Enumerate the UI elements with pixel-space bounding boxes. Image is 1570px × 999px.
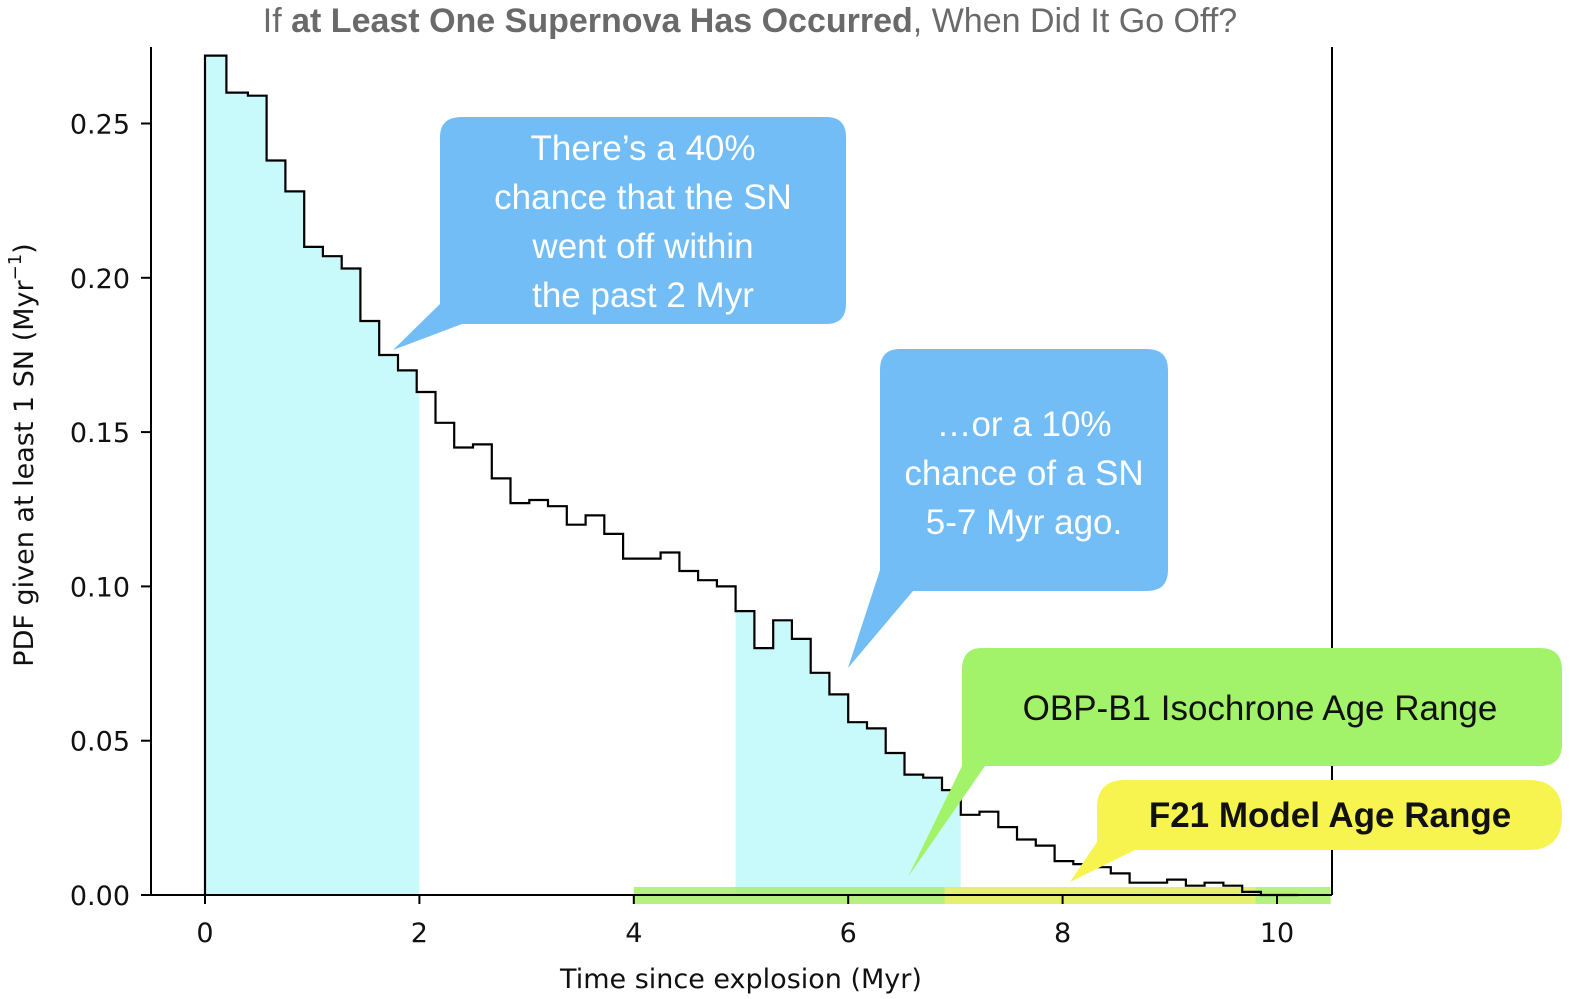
- x-ticks: 0 2 4 6 8 10: [196, 895, 1294, 949]
- chart-title-bold: at Least One Supernova Has Occurred: [291, 2, 913, 40]
- callout-line: chance of a SN: [904, 454, 1143, 493]
- y-axis-label: PDF given at least 1 SN (Myr−1): [5, 243, 40, 666]
- callout-10-percent: …or a 10% chance of a SN 5-7 Myr ago.: [848, 349, 1168, 668]
- x-tick-label: 4: [625, 918, 642, 949]
- callout-line: OBP-B1 Isochrone Age Range: [1023, 689, 1498, 728]
- callout-line: chance that the SN: [494, 178, 792, 217]
- callout-obp-b1-bubble: [908, 648, 1562, 877]
- callout-obp-b1-text: OBP-B1 Isochrone Age Range: [1023, 689, 1498, 728]
- y-tick-label: 0.00: [70, 881, 130, 912]
- y-ticks: 0.00 0.05 0.10 0.15 0.20 0.25: [70, 110, 151, 912]
- chart-title-post: , When Did It Go Off?: [913, 2, 1237, 40]
- callout-obp-b1: OBP-B1 Isochrone Age Range: [908, 648, 1562, 877]
- y-axis-label-main: PDF given at least 1 SN (Myr: [9, 279, 40, 666]
- callout-40-percent-bubble: [393, 117, 846, 350]
- chart-title: If at Least One Supernova Has Occurred, …: [263, 2, 1237, 40]
- callout-line: the past 2 Myr: [532, 276, 754, 315]
- x-axis-label: Time since explosion (Myr): [559, 964, 922, 995]
- y-tick-label: 0.10: [70, 572, 130, 603]
- shaded-region-1: [205, 55, 420, 896]
- callout-line: …or a 10%: [936, 405, 1111, 444]
- callout-line: F21 Model Age Range: [1149, 796, 1511, 835]
- callout-line: There’s a 40%: [530, 129, 755, 168]
- callout-40-percent: There’s a 40% chance that the SN went off …: [393, 117, 846, 350]
- x-tick-label: 0: [196, 918, 213, 949]
- x-tick-label: 10: [1260, 918, 1294, 949]
- y-tick-label: 0.20: [70, 264, 130, 295]
- callout-f21-text: F21 Model Age Range: [1149, 796, 1511, 835]
- y-tick-label: 0.15: [70, 418, 130, 449]
- y-axis-label-close: ): [9, 243, 40, 254]
- y-axis-label-exponent: −1: [5, 254, 26, 281]
- x-tick-label: 6: [840, 918, 857, 949]
- y-tick-label: 0.05: [70, 727, 130, 758]
- callout-f21-bubble: [1070, 780, 1562, 882]
- callout-line: 5-7 Myr ago.: [926, 503, 1122, 542]
- callout-f21: F21 Model Age Range: [1070, 780, 1562, 882]
- shaded-region-2: [735, 611, 961, 895]
- y-tick-label: 0.25: [70, 110, 130, 141]
- callout-line: went off within: [531, 227, 753, 266]
- x-tick-label: 2: [411, 918, 428, 949]
- shaded-regions: [205, 55, 961, 896]
- x-tick-label: 8: [1054, 918, 1071, 949]
- callout-10-percent-text: …or a 10% chance of a SN 5-7 Myr ago.: [904, 405, 1143, 542]
- callout-10-percent-bubble: [848, 349, 1168, 668]
- chart-title-pre: If: [263, 2, 291, 40]
- callout-40-percent-text: There’s a 40% chance that the SN went off …: [494, 129, 792, 315]
